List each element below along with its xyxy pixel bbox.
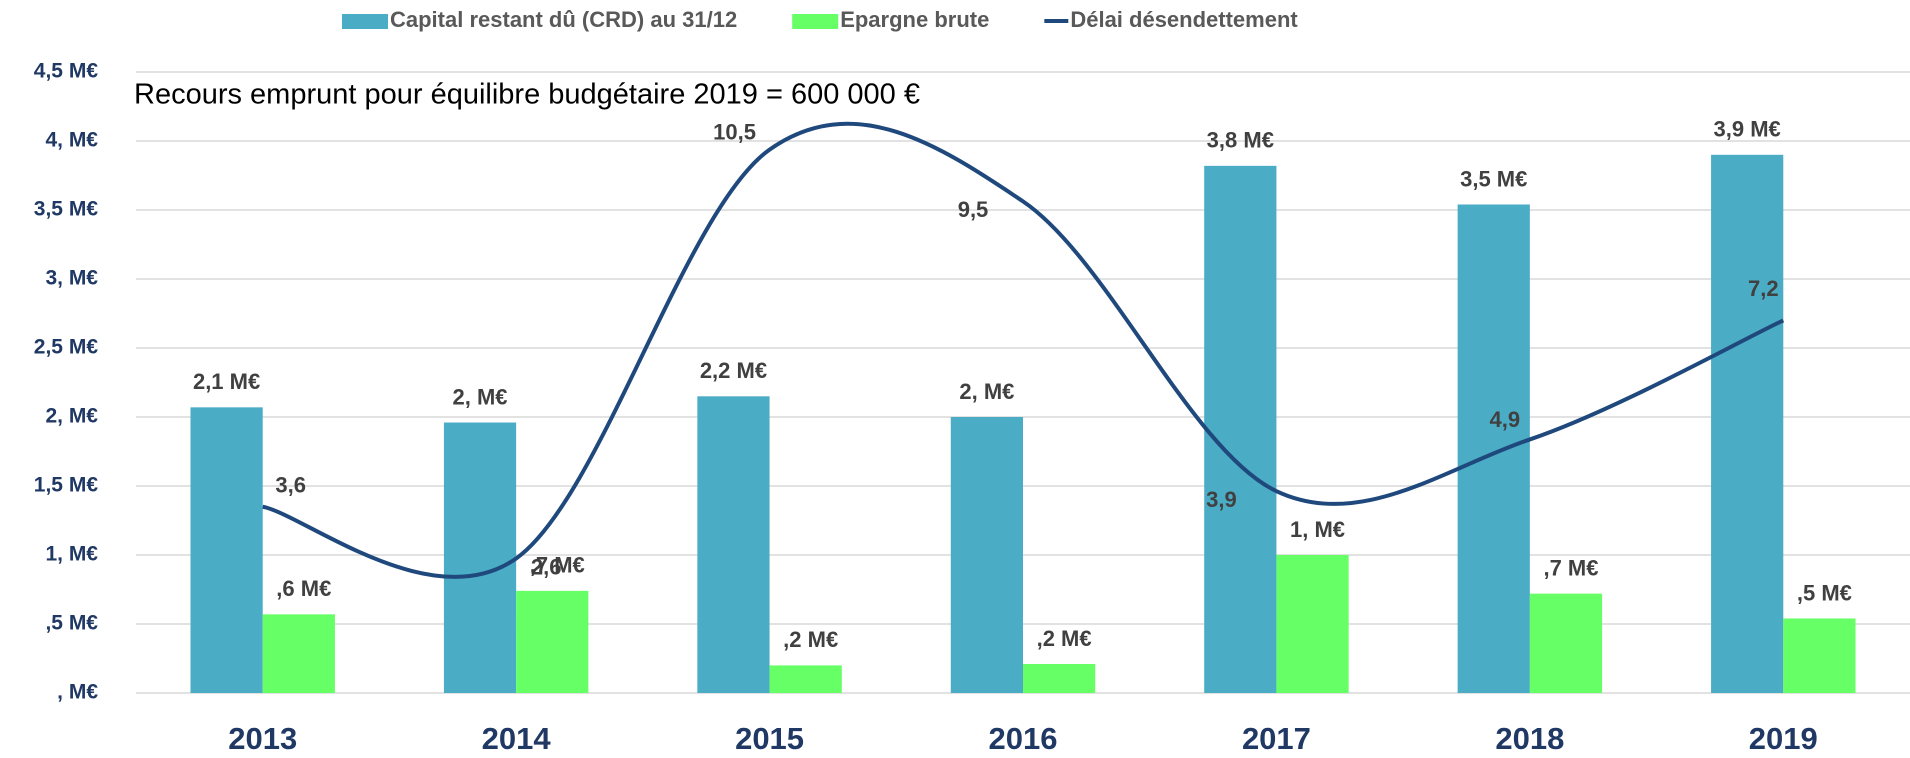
y-tick-label: 1, M€ — [45, 543, 98, 566]
data-label: ,5 M€ — [1797, 580, 1852, 605]
bar — [1204, 165, 1277, 694]
x-tick-label: 2014 — [482, 721, 552, 756]
x-tick-label: 2015 — [735, 721, 804, 756]
data-label: ,7 M€ — [530, 553, 585, 578]
data-label: 1, M€ — [1290, 517, 1345, 542]
data-label: ,6 M€ — [276, 576, 331, 601]
line-label: 3,6 — [275, 473, 306, 498]
line — [262, 121, 1785, 579]
data-label: 2,2 M€ — [700, 358, 767, 383]
annotation: Recours emprunt pour équilibre budgétair… — [134, 79, 920, 111]
legend-label: Capital restant dû (CRD) au 31/12 — [390, 7, 737, 32]
x-tick-label: 2018 — [1495, 721, 1564, 756]
legend-label: Délai désendettement — [1070, 7, 1298, 32]
legend-label: Epargne brute — [840, 7, 989, 32]
legend: Capital restant dû (CRD) au 31/12 Epargne… — [342, 7, 1298, 32]
line-label: 10,5 — [713, 119, 756, 144]
y-tick-label: ,5 M€ — [45, 612, 98, 635]
line-label: 9,5 — [958, 197, 989, 222]
data-label: 2, M€ — [453, 384, 508, 409]
y-tick-label: 2,5 M€ — [34, 336, 99, 359]
data-label: ,2 M€ — [1037, 626, 1092, 651]
y-tick-label: 3,5 M€ — [34, 198, 99, 221]
bar — [697, 396, 770, 693]
data-label: 2,1 M€ — [193, 369, 260, 394]
line-label: 7,2 — [1748, 276, 1779, 301]
data-label: 3,8 M€ — [1207, 128, 1274, 153]
bar — [1457, 204, 1530, 694]
legend-swatch — [342, 14, 388, 29]
bar — [1276, 555, 1349, 693]
y-tick-label: 2, M€ — [45, 405, 98, 428]
bar — [1529, 593, 1603, 693]
bar — [516, 590, 589, 693]
legend-swatch — [792, 14, 839, 29]
line-label: 3,9 — [1206, 487, 1237, 512]
x-tick-label: 2013 — [228, 721, 297, 756]
data-label: 3,5 M€ — [1460, 166, 1527, 191]
x-tick-label: 2016 — [989, 721, 1058, 756]
y-tick-label: 4,5 M€ — [34, 60, 99, 83]
bar — [443, 422, 517, 693]
line-label: 2,6 — [531, 554, 562, 579]
bar — [1783, 618, 1856, 693]
y-tick-label: 3, M€ — [45, 267, 98, 290]
data-label: ,7 M€ — [1543, 555, 1598, 580]
bar — [190, 407, 263, 693]
y-tick-label: 1,5 M€ — [34, 474, 99, 497]
x-tick-label: 2019 — [1749, 721, 1818, 756]
bar — [950, 417, 1023, 693]
y-tick-label: , M€ — [57, 681, 98, 704]
data-label: 2, M€ — [959, 379, 1014, 404]
data-label: 3,9 M€ — [1714, 117, 1781, 142]
y-tick-label: 4, M€ — [45, 129, 98, 152]
data-label: ,2 M€ — [783, 627, 838, 652]
bar — [262, 614, 335, 693]
line-label: 4,9 — [1490, 407, 1521, 432]
bar — [1711, 154, 1784, 694]
x-tick-label: 2017 — [1242, 721, 1311, 756]
bar — [1023, 664, 1096, 693]
bar — [769, 665, 842, 693]
